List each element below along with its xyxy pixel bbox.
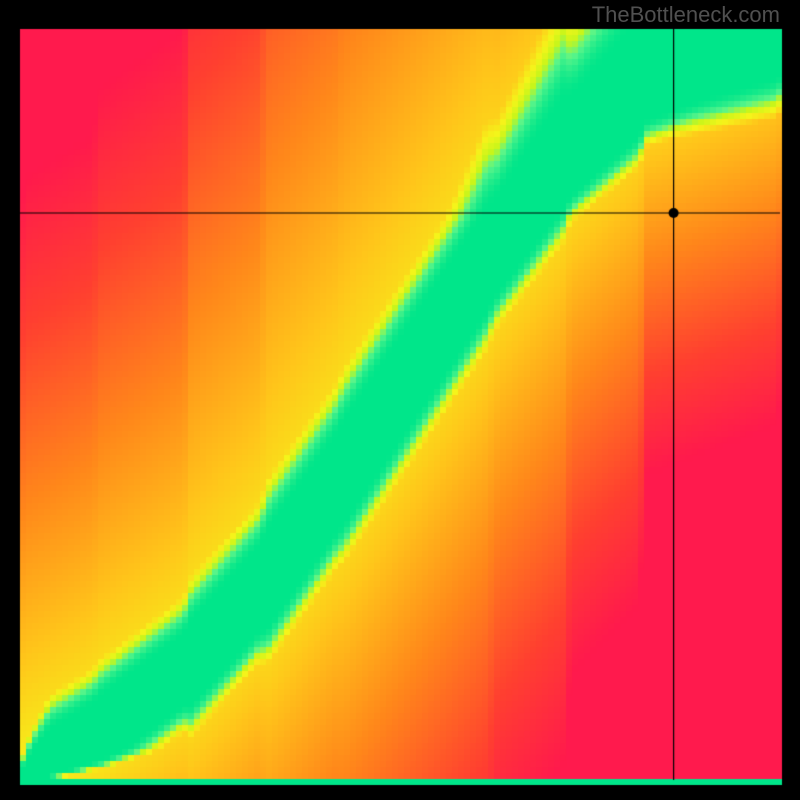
watermark-text: TheBottleneck.com [592,2,780,28]
bottleneck-heatmap [0,0,800,800]
